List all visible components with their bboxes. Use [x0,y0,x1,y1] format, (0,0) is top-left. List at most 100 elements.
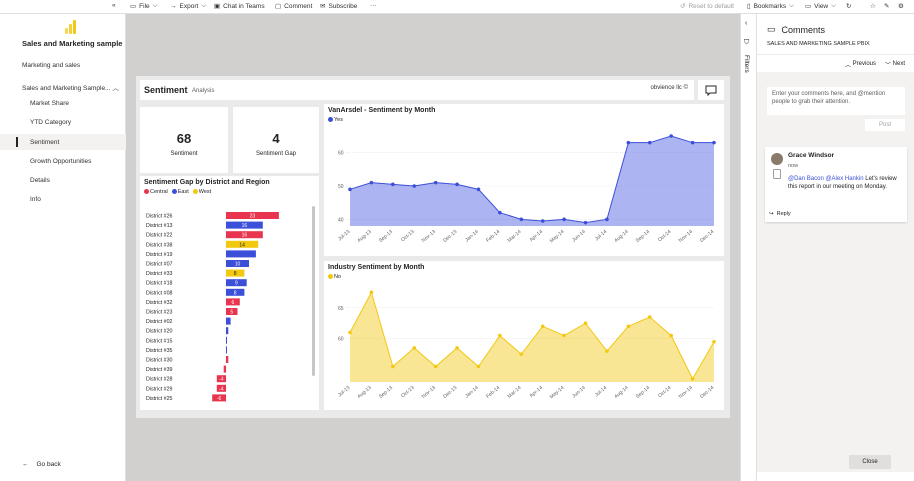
chart-legend: Yes [328,117,343,123]
visual-comment-button[interactable] [698,80,724,100]
nav-item-report[interactable]: Sales and Marketing Sample... ︿ [22,85,119,92]
data-point [647,315,652,319]
data-point [647,140,652,145]
data-point [626,324,631,329]
x-tick-label: Aug-14 [613,229,629,244]
bar [216,384,226,392]
x-tick-label: Sep-13 [378,229,394,244]
x-tick-label: Aug-13 [356,385,372,400]
x-tick-label: Mar-14 [507,385,523,400]
nav-item-marketing-and-sales[interactable]: Marketing and sales [22,62,81,69]
x-tick-label: Jul-14 [594,385,608,398]
data-point [348,330,352,335]
bar [226,279,247,287]
avatar [771,153,783,165]
x-tick-label: Oct-14 [657,229,673,243]
page-details[interactable]: Details [30,177,50,184]
export-menu[interactable]: → Export ⌵ [170,2,207,10]
comment-input[interactable]: Enter your comments here, and @mention p… [767,87,905,115]
page-ytd-category[interactable]: YTD Category [30,119,72,126]
page-sentiment[interactable]: Sentiment [30,139,60,146]
favorite-icon[interactable]: ☆ [870,3,876,10]
filters-pane-collapsed[interactable]: ‹ ⛉ [740,14,756,481]
post-button[interactable]: Post [865,119,905,131]
divider [757,54,914,55]
comment-icon: ▭ [767,24,776,34]
data-label: 5 [230,310,233,316]
chart-legend: Central East West [144,189,211,195]
collapse-nav-icon[interactable]: « [112,2,116,9]
data-point [455,346,459,350]
arrow-left-icon: ← [22,461,29,468]
category-label: District #32 [146,300,173,306]
settings-icon[interactable]: ⚙ [898,3,904,10]
x-tick-label: Aug-14 [613,385,629,400]
teams-icon: ▣ [214,3,221,10]
bookmark-icon: ▯ [747,3,751,10]
go-back-button[interactable]: ← Go back [22,461,61,468]
view-menu[interactable]: ▭ View ⌵ [805,2,837,10]
chat-in-teams-button[interactable]: ▣ Chat in Teams [214,2,265,11]
more-options-button[interactable]: ··· [370,2,377,9]
bookmarks-menu[interactable]: ▯ Bookmarks ⌵ [747,2,795,10]
bar [226,317,231,325]
category-label: District #02 [146,319,173,325]
kpi-card-sentiment-gap[interactable]: 4 Sentiment Gap [233,107,319,173]
chevron-up-icon: ︿ [845,62,853,69]
page-info[interactable]: Info [30,196,41,203]
category-label: District #29 [146,386,173,392]
reply-button[interactable]: ↪ Reply [769,211,791,217]
x-tick-label: Nov-13 [421,385,437,400]
x-tick-label: Jun-14 [571,385,587,400]
file-menu[interactable]: ▭ File ⌵ [130,2,158,10]
close-button[interactable]: Close [849,455,891,469]
x-tick-label: Feb-14 [485,229,501,244]
chart-sentiment-gap[interactable]: Sentiment Gap by District and Region Cen… [140,176,319,410]
filters-label[interactable]: Filters [743,55,750,73]
chevron-left-icon[interactable]: ‹ [745,20,748,27]
scrollbar[interactable] [312,206,315,376]
chart-vanarsdel-sentiment[interactable]: VanArsdel - Sentiment by Month Yes 40 50 6… [324,104,724,256]
data-point [669,134,673,138]
refresh-icon[interactable]: ↻ [846,3,852,10]
x-tick-label: Nov-14 [678,385,694,400]
subscribe-button[interactable]: ✉ Subscribe [320,2,358,11]
comment-time: now [788,163,799,169]
bar-chart-svg: District #26 23 District #13 16 District #22… [146,210,279,404]
chart-title: VanArsdel - Sentiment by Month [328,107,436,114]
bar [226,346,227,354]
x-tick-label: Oct-13 [400,385,416,399]
data-point [605,217,609,222]
data-point [391,364,395,369]
chart-industry-sentiment[interactable]: Industry Sentiment by Month No 60 65 Jul-1… [324,261,724,410]
kpi-label: Sentiment Gap [255,151,297,157]
comment-button[interactable]: ▢ Comment [275,2,313,11]
y-tick-label: 60 [338,337,344,343]
chevron-down-icon: ﹀ [885,62,893,69]
comments-body [757,72,914,472]
left-navigation: Sales and Marketing sample Marketing and… [0,14,126,481]
bar [226,327,229,335]
category-label: District #23 [146,310,173,316]
edit-icon[interactable]: ✎ [884,3,890,10]
reply-icon: ↪ [769,211,774,217]
data-point [540,219,545,223]
data-point [412,184,417,188]
series-area [350,292,714,382]
comment-mentions[interactable]: @Dan Bacon @Alex Hankin [788,176,864,182]
comment-bubble-icon [705,85,717,97]
previous-button[interactable]: ︿ Previous [845,61,877,69]
x-tick-label: Feb-14 [485,385,501,400]
page-title: Sentiment [144,85,188,95]
data-label: 8 [234,271,237,277]
category-label: District #35 [146,348,173,354]
legend-item-west: West [192,189,211,195]
next-button[interactable]: ﹀ Next [885,61,906,69]
data-label: 14 [239,242,245,248]
chart-title: Sentiment Gap by District and Region [144,179,270,186]
reset-default-button[interactable]: ↺ Reset to default [680,2,734,11]
y-tick-label: 65 [338,306,344,312]
page-growth-opportunities[interactable]: Growth Opportunities [30,158,92,165]
kpi-card-sentiment[interactable]: 68 Sentiment [140,107,228,173]
page-market-share[interactable]: Market Share [30,100,70,107]
